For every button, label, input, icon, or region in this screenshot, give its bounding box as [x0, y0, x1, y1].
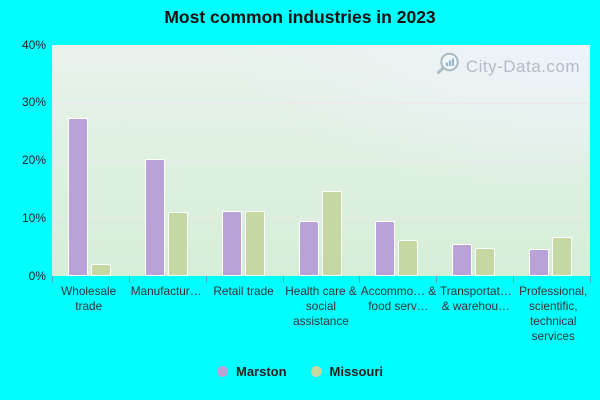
bar-group-4 — [283, 45, 360, 276]
y-tick-label-30: 30% — [21, 95, 46, 109]
watermark: City-Data.com — [435, 51, 580, 82]
x-label-retail-trade: Retail trade — [213, 284, 274, 298]
magnifier-chart-icon — [435, 51, 461, 82]
gridline-20pct — [52, 160, 590, 162]
x-label-health-care: Health care & social assistance — [285, 284, 357, 328]
x-label-wholesale-trade: Wholesale trade — [61, 284, 117, 313]
legend: Marston Missouri — [0, 364, 600, 379]
x-label-manufacturing: Manufactur… — [130, 284, 202, 298]
legend-item-marston: Marston — [216, 364, 287, 379]
bar-group-1 — [52, 45, 129, 276]
gridline-30pct — [52, 102, 590, 104]
x-axis-tick — [513, 276, 515, 283]
bar-missouri-1 — [91, 264, 111, 276]
legend-label-marston: Marston — [235, 364, 287, 379]
y-tick-label-20: 20% — [21, 153, 46, 167]
bar-missouri-2 — [167, 212, 188, 276]
bar-marston-1 — [68, 118, 88, 276]
x-axis-tick — [282, 276, 284, 283]
marston-legend-dot-icon — [216, 366, 228, 377]
gridline-10pct — [52, 218, 590, 220]
x-axis-ticks — [52, 276, 591, 284]
legend-item-missouri: Missouri — [310, 364, 384, 379]
x-axis-tick — [359, 276, 361, 283]
bar-missouri-4 — [321, 190, 342, 276]
bar-group-2 — [129, 45, 206, 276]
bar-marston-5 — [375, 221, 396, 276]
bar-missouri-6 — [475, 247, 496, 276]
bar-marston-7 — [529, 249, 550, 276]
bar-marston-2 — [144, 158, 165, 276]
chart-title: Most common industries in 2023 — [164, 7, 436, 27]
bar-marston-6 — [452, 244, 473, 276]
missouri-legend-dot-icon — [310, 366, 322, 377]
bar-missouri-3 — [244, 210, 265, 276]
legend-label-missouri: Missouri — [329, 364, 384, 379]
x-axis-tick — [205, 276, 207, 283]
bar-group-3 — [206, 45, 283, 276]
y-tick-label-0: 0% — [28, 269, 46, 283]
x-axis-tick — [590, 276, 591, 283]
watermark-text: City-Data.com — [465, 56, 580, 76]
x-axis-tick — [128, 276, 130, 283]
bar-missouri-5 — [398, 240, 419, 276]
x-label-professional-scientific: Professional, scientific, technical serv… — [519, 284, 588, 343]
bar-group-7 — [513, 45, 590, 276]
x-label-accommodation-food: Accommo… & food serv… — [360, 284, 437, 313]
bar-marston-4 — [298, 220, 319, 276]
bar-marston-3 — [221, 210, 242, 276]
bar-group-6 — [436, 45, 513, 276]
bar-group-5 — [359, 45, 436, 276]
y-tick-label-40: 40% — [21, 38, 46, 52]
plot-area: City-Data.com — [52, 45, 590, 276]
x-axis-tick — [52, 276, 53, 283]
x-label-transportation-warehousing: Transportat… & warehou… — [439, 284, 512, 313]
x-axis-tick — [436, 276, 438, 283]
x-axis-labels: Wholesale trade Manufactur… Retail trade… — [50, 284, 592, 344]
y-tick-label-10: 10% — [21, 211, 46, 225]
bar-series-container — [52, 45, 590, 276]
bar-missouri-7 — [552, 237, 573, 276]
